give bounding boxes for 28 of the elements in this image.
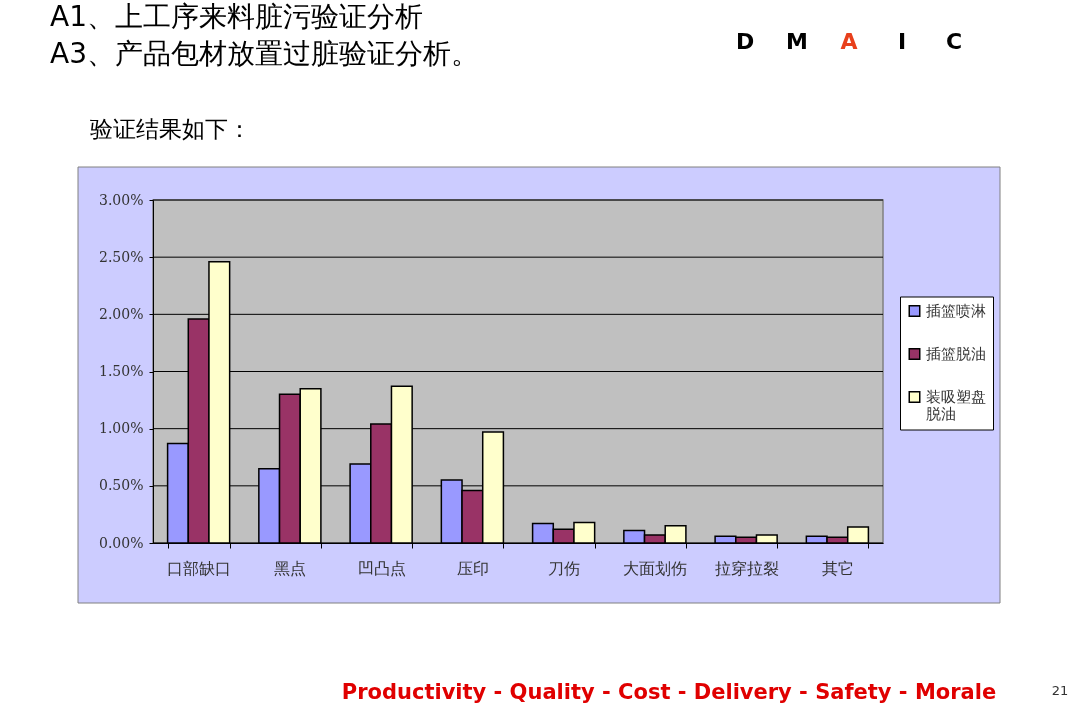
y-tick-label: 1.50% — [99, 363, 144, 379]
chart-subtitle: A3、产品包材放置过脏验证分析。 — [50, 37, 479, 70]
text: I — [897, 29, 907, 54]
y-tick-label: 0.50% — [99, 477, 144, 494]
text: C — [945, 29, 963, 54]
text: 验证结果如下： — [90, 116, 251, 142]
text: M — [786, 29, 808, 54]
x-tick-label: 刀伤 — [548, 558, 581, 578]
x-tick-label: 压印 — [456, 558, 489, 578]
chart-title: A1、上工序来料脏污验证分析 — [50, 0, 423, 33]
legend-label: 插篮脱油 — [926, 345, 986, 363]
x-tick-label: 拉穿拉裂 — [714, 558, 779, 578]
y-tick-label: 1.00% — [99, 420, 144, 437]
y-tick-label: 0.00% — [99, 534, 144, 551]
y-tick-label: 3.00% — [99, 191, 144, 208]
y-tick-label: 2.50% — [99, 248, 144, 265]
legend-label: 插篮喷淋 — [926, 302, 986, 320]
legend-label: 装吸塑盘脱油 — [926, 388, 986, 423]
x-tick-label: 黑点 — [274, 558, 307, 578]
x-tick-label: 口部缺口 — [167, 558, 232, 578]
text: A — [840, 29, 858, 54]
text: D — [735, 29, 755, 54]
x-tick-label: 凹凸点 — [357, 558, 406, 578]
y-tick-label: 2.00% — [99, 305, 144, 322]
x-tick-label: 大面划伤 — [623, 558, 688, 578]
x-tick-label: 其它 — [821, 558, 854, 578]
text: 21 — [1051, 683, 1069, 698]
text: Productivity - Quality - Cost - Delivery - Safety - Morale — [341, 680, 997, 704]
